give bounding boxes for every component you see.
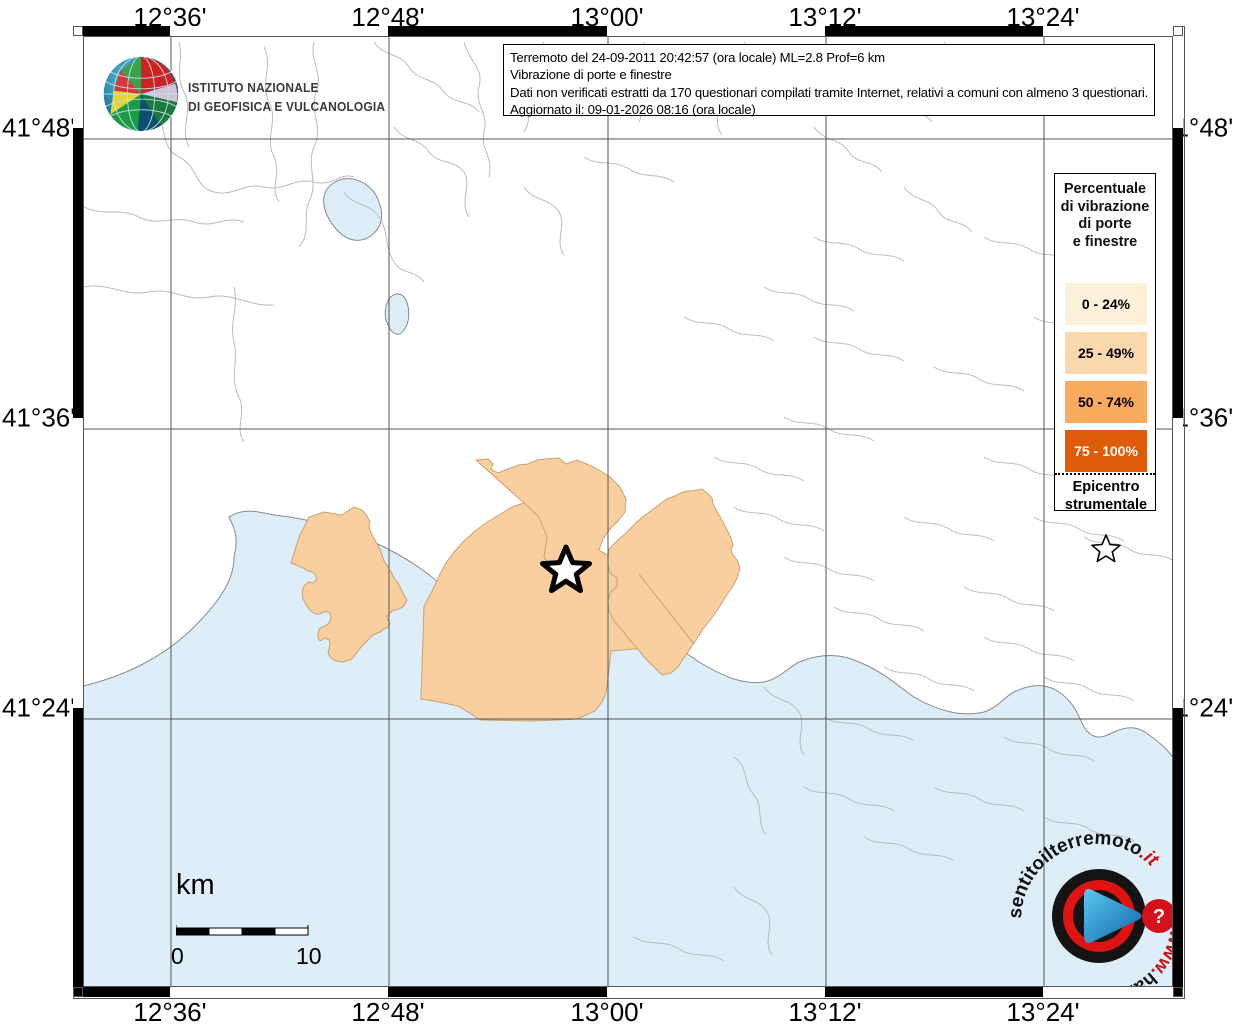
svg-text:?: ? [1153,906,1165,928]
